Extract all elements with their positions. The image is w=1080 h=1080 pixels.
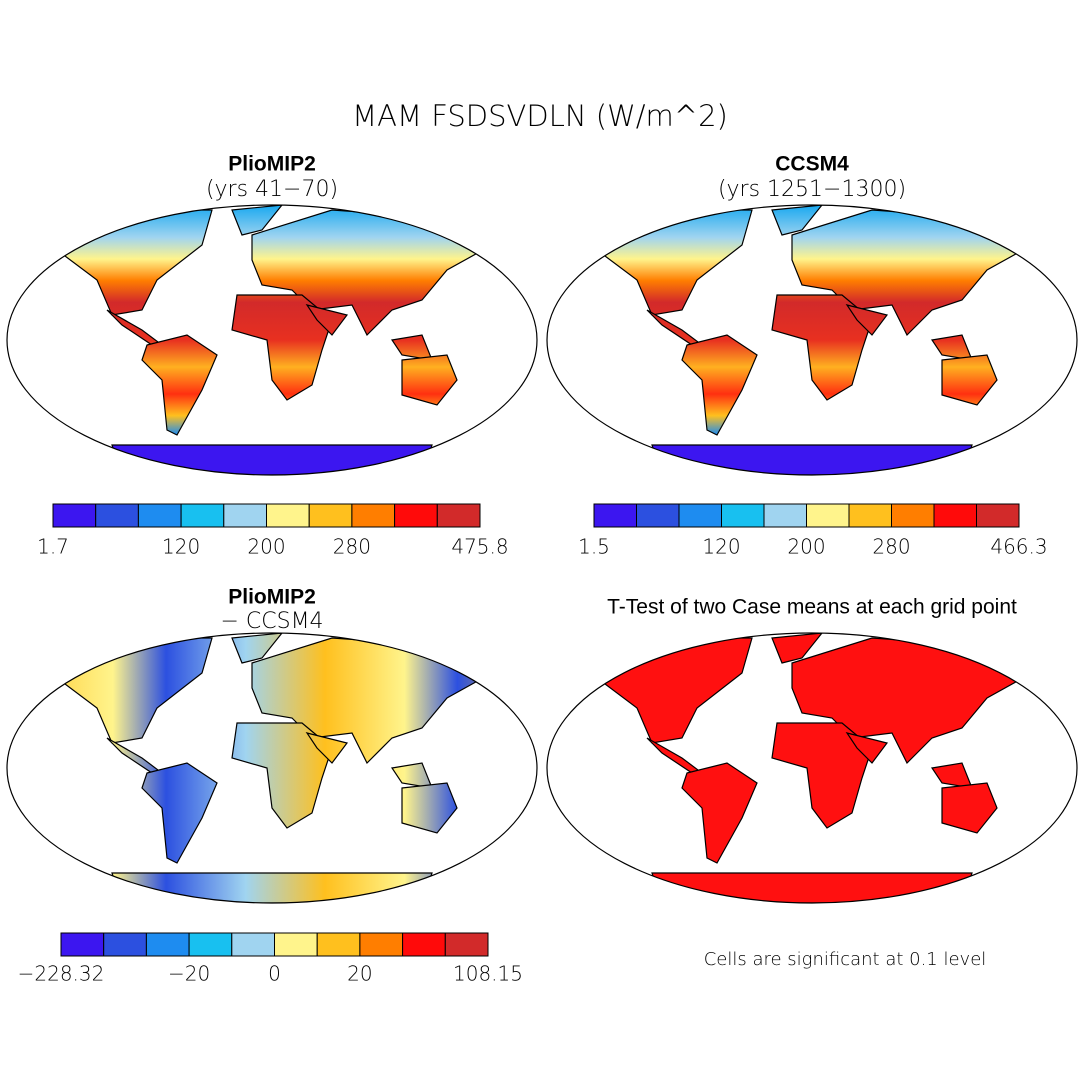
colorbar-cell [394, 503, 438, 528]
colorbar-cell [266, 503, 310, 528]
colorbar-cell [180, 503, 225, 528]
colorbar-cell [933, 503, 977, 528]
colorbar-cell [402, 932, 446, 957]
colorbar-label: 108.15 [453, 962, 523, 986]
colorbar-cell [274, 932, 318, 957]
colorbar-label: 0 [268, 962, 281, 986]
map [6, 632, 538, 904]
note: Cells are significant at 0.1 level [704, 949, 987, 970]
map [6, 204, 538, 476]
colorbar-label: 466.3 [990, 535, 1047, 559]
panel-title: CCSM4 [775, 153, 849, 176]
colorbar-cell [359, 932, 404, 957]
map [546, 632, 1078, 904]
colorbar-cell [351, 503, 396, 528]
colorbar-cell [95, 503, 139, 528]
colorbar-cell [763, 503, 807, 528]
colorbar-label: 120 [702, 535, 740, 559]
colorbar-label: 475.8 [451, 535, 508, 559]
colorbar-label: 200 [787, 535, 825, 559]
colorbar-label: 1.5 [578, 535, 610, 559]
figure-title: MAM FSDSVDLN (W/m^2) [352, 99, 728, 133]
colorbar-cell [721, 503, 765, 528]
colorbar-cell [891, 503, 935, 528]
colorbar-label: 120 [162, 535, 200, 559]
panel-subtitle: (yrs 1251−1300) [718, 177, 906, 202]
colorbar-cell [444, 932, 489, 957]
colorbar-label: 20 [347, 962, 372, 986]
colorbar-cell [188, 932, 233, 957]
colorbar-cell [806, 503, 850, 528]
colorbar-cell [848, 503, 892, 528]
panel-title: T-Test of two Case means at each grid po… [607, 596, 1017, 619]
colorbar-label: 280 [333, 535, 371, 559]
colorbar-label: 1.7 [37, 535, 69, 559]
colorbar-cell [60, 932, 105, 957]
colorbar-label: 200 [247, 535, 285, 559]
colorbar-cell [678, 503, 722, 528]
colorbar-label: −228.32 [18, 962, 105, 986]
colorbar-cell [145, 932, 190, 957]
colorbar-cell [593, 503, 637, 528]
panel-title: PlioMIP2 [228, 586, 316, 609]
colorbar-cell [308, 503, 353, 528]
panel-subtitle: (yrs 41−70) [206, 177, 338, 202]
colorbar-cell [103, 932, 147, 957]
panel-title: PlioMIP2 [228, 153, 316, 176]
colorbar-cell [137, 503, 182, 528]
colorbar-label: 280 [872, 535, 910, 559]
colorbar-cell [436, 503, 481, 528]
colorbar-label: −20 [168, 962, 210, 986]
colorbar-cell [976, 503, 1020, 528]
colorbar-cell [223, 503, 268, 528]
colorbar-cell [231, 932, 276, 957]
colorbar-cell [636, 503, 680, 528]
panel-subtitle: − CCSM4 [220, 609, 323, 634]
map [546, 204, 1078, 476]
colorbar-cell [316, 932, 361, 957]
colorbar-cell [52, 503, 97, 528]
